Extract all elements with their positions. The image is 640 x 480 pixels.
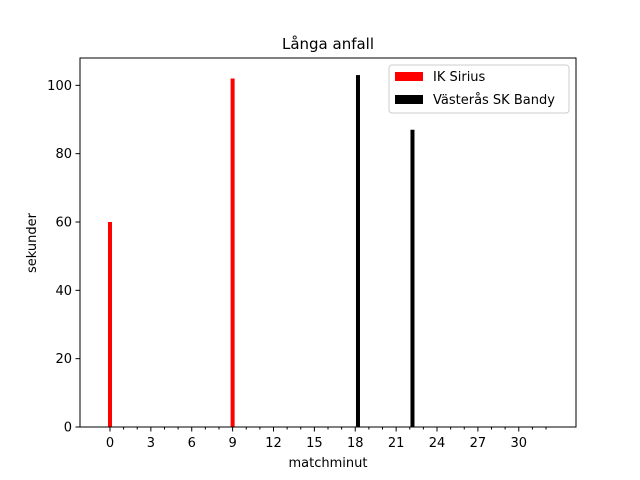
x-axis-ticks: 0 3 6 9 12 15 18 21 24 27 30 (106, 427, 547, 451)
y-axis-label: sekunder (25, 212, 40, 273)
x-tick-label: 3 (147, 436, 155, 451)
bar-vasteras-0 (355, 75, 360, 427)
legend-label-1: Västerås SK Bandy (433, 93, 555, 108)
chart-title: Långa anfall (282, 35, 374, 53)
x-tick-label: 0 (106, 436, 114, 451)
legend-box (388, 64, 570, 114)
y-tick-label: 100 (47, 79, 72, 94)
bar-sirius-1 (230, 78, 235, 427)
y-tick-label: 60 (55, 216, 72, 231)
x-tick-label: 30 (510, 436, 527, 451)
y-tick-label: 80 (55, 147, 72, 162)
x-tick-label: 15 (306, 436, 323, 451)
legend-swatch-0 (395, 72, 423, 81)
y-tick-label: 40 (55, 284, 72, 299)
x-axis-label: matchminut (289, 456, 368, 471)
legend-swatch-1 (395, 95, 423, 104)
x-tick-label: 6 (188, 436, 196, 451)
y-tick-label: 20 (55, 352, 72, 367)
bar-vasteras-1 (410, 129, 415, 427)
y-axis-ticks: 0 20 40 60 80 100 (47, 79, 80, 436)
x-tick-label: 18 (347, 436, 364, 451)
x-tick-label: 21 (388, 436, 405, 451)
bars-layer (107, 75, 415, 427)
y-tick-label: 0 (64, 421, 72, 436)
x-tick-label: 27 (470, 436, 487, 451)
x-tick-label: 9 (228, 436, 236, 451)
x-tick-label: 24 (429, 436, 446, 451)
legend: IK Sirius Västerås SK Bandy (388, 64, 570, 114)
plot-frame (79, 57, 577, 428)
x-tick-label: 12 (265, 436, 282, 451)
bar-sirius-0 (107, 222, 112, 427)
legend-label-0: IK Sirius (433, 70, 486, 85)
